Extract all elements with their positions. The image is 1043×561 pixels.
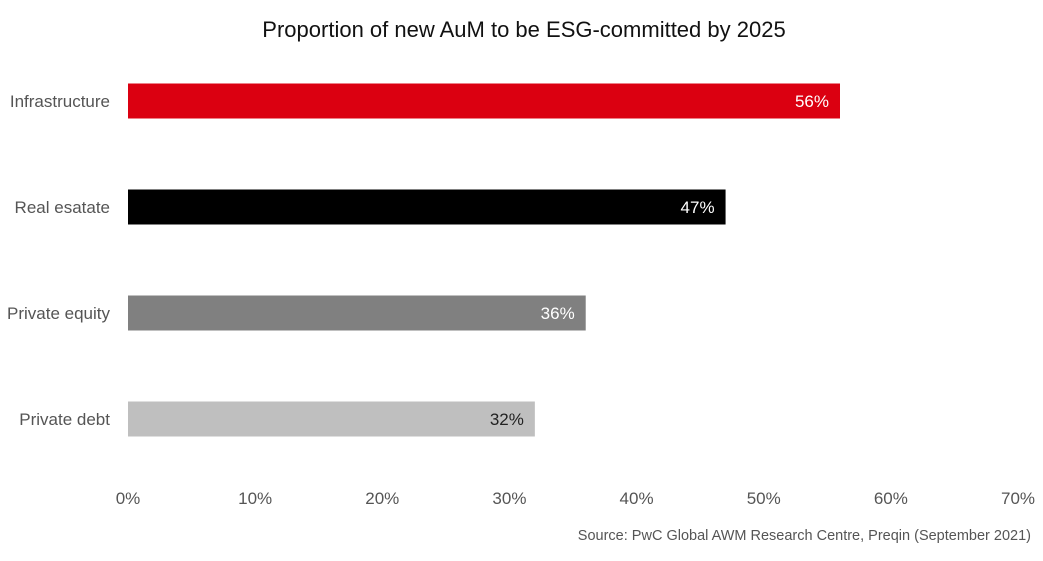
- category-label-real-esatate: Real esatate: [15, 198, 110, 217]
- x-tick-label: 40%: [620, 489, 654, 508]
- source-note: Source: PwC Global AWM Research Centre, …: [578, 528, 1031, 544]
- x-axis: 0% 10% 20% 30% 40% 50% 60% 70%: [116, 489, 1035, 508]
- data-label-real-esatate: 47%: [681, 198, 715, 217]
- x-tick-label: 0%: [116, 489, 141, 508]
- x-tick-label: 70%: [1001, 489, 1035, 508]
- bar-private-debt: [128, 401, 535, 437]
- chart-title: Proportion of new AuM to be ESG-committe…: [262, 17, 785, 42]
- bar-real-esatate: [128, 189, 726, 225]
- x-tick-label: 60%: [874, 489, 908, 508]
- x-tick-label: 30%: [492, 489, 526, 508]
- data-label-private-equity: 36%: [541, 304, 575, 323]
- bars-layer: Infrastructure 56% Real esatate 47% Private …: [7, 83, 840, 437]
- x-tick-label: 10%: [238, 489, 272, 508]
- category-label-private-debt: Private debt: [19, 410, 110, 429]
- x-tick-label: 20%: [365, 489, 399, 508]
- bar-private-equity: [128, 295, 586, 331]
- x-tick-label: 50%: [747, 489, 781, 508]
- category-label-infrastructure: Infrastructure: [10, 92, 110, 111]
- data-label-infrastructure: 56%: [795, 92, 829, 111]
- bar-infrastructure: [128, 83, 840, 119]
- category-label-private-equity: Private equity: [7, 304, 110, 323]
- data-label-private-debt: 32%: [490, 410, 524, 429]
